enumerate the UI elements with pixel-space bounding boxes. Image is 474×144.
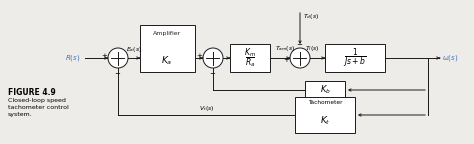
Text: $V_t(s)$: $V_t(s)$ [199, 104, 214, 113]
Text: FIGURE 4.9: FIGURE 4.9 [8, 88, 56, 97]
Text: +: + [196, 53, 202, 59]
Text: $T_d(s)$: $T_d(s)$ [303, 12, 319, 21]
Circle shape [290, 48, 310, 68]
Bar [230, 44, 270, 72]
Text: $K_b$: $K_b$ [319, 84, 330, 96]
Circle shape [203, 48, 223, 68]
Text: Amplifier: Amplifier [153, 32, 181, 36]
Bar [305, 81, 345, 99]
Text: $R_a$: $R_a$ [245, 57, 255, 69]
Circle shape [108, 48, 128, 68]
Text: $T_l(s)$: $T_l(s)$ [305, 44, 320, 53]
Text: $-$: $-$ [210, 69, 217, 75]
Text: Tachometer: Tachometer [308, 101, 342, 106]
Text: Closed-loop speed
tachometer control
system.: Closed-loop speed tachometer control sys… [8, 98, 69, 117]
Bar [140, 25, 195, 72]
Text: $K_t$: $K_t$ [319, 115, 330, 127]
Text: $-$: $-$ [296, 40, 303, 46]
Text: $\dfrac{1}{Js+b}$: $\dfrac{1}{Js+b}$ [343, 47, 367, 69]
Text: $T_{am}(s)$: $T_{am}(s)$ [275, 44, 295, 53]
Text: $E_a(s)$: $E_a(s)$ [126, 45, 142, 54]
Bar [295, 97, 355, 133]
Text: $K_a$: $K_a$ [161, 55, 173, 67]
Text: $-$: $-$ [114, 69, 121, 75]
Text: +: + [101, 53, 107, 59]
Text: $\overline{\ \ \ \ }$: $\overline{\ \ \ \ }$ [246, 55, 255, 60]
Text: $\omega(s)$: $\omega(s)$ [442, 53, 458, 63]
Bar [325, 44, 385, 72]
Text: $R(s)$: $R(s)$ [64, 53, 80, 63]
Text: +: + [283, 57, 289, 63]
Text: $K_m$: $K_m$ [244, 47, 256, 59]
